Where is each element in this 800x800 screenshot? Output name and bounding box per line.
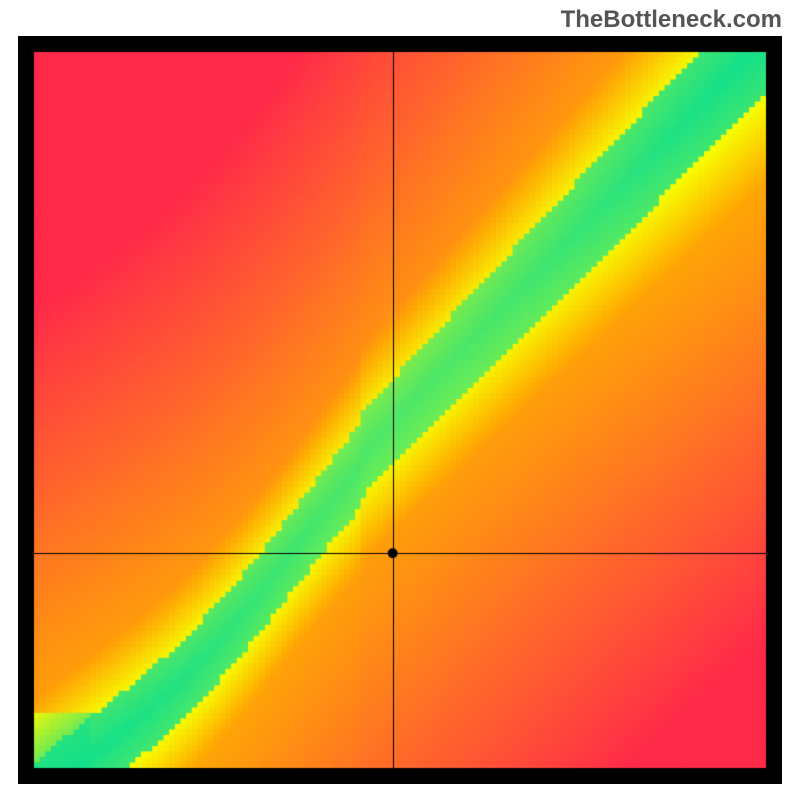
bottleneck-heatmap xyxy=(18,36,782,784)
root: TheBottleneck.com xyxy=(0,0,800,800)
attribution-label: TheBottleneck.com xyxy=(561,6,782,34)
plot-area xyxy=(18,36,782,784)
